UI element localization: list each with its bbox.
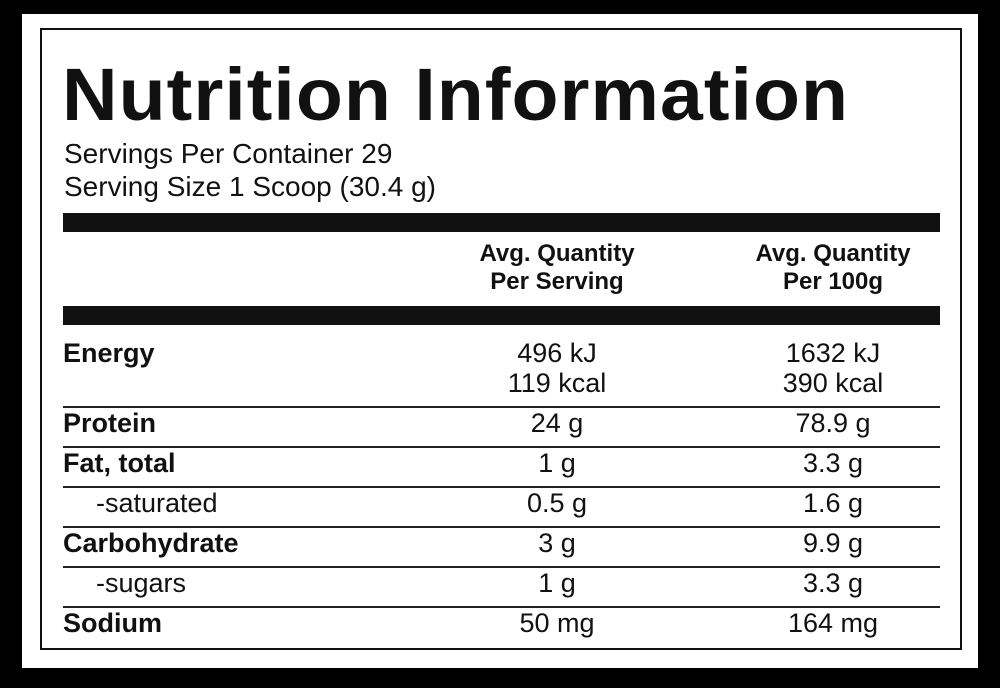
column-header: Per Serving — [490, 268, 624, 295]
value: 24 g — [530, 408, 584, 438]
row-rule — [63, 526, 940, 528]
value: 3.3 g — [802, 448, 864, 478]
value: 1 g — [538, 448, 576, 478]
row-rule — [63, 606, 940, 608]
value: 1 g — [538, 568, 576, 598]
value: 496 kJ — [517, 338, 597, 368]
serving-size: Serving Size 1 Scoop (30.4 g) — [64, 171, 436, 202]
row-label: Carbohydrate — [63, 528, 239, 558]
row-rule — [63, 446, 940, 448]
servings-per-container: Servings Per Container 29 — [64, 138, 393, 169]
row-label: Protein — [63, 408, 157, 438]
row-rule — [63, 566, 940, 568]
value: 390 kcal — [782, 368, 884, 398]
column-header: Avg. Quantity — [755, 240, 911, 267]
row-label: Energy — [63, 338, 155, 368]
row-label: -saturated — [96, 488, 218, 518]
value: 119 kcal — [507, 368, 607, 398]
divider-bar — [63, 306, 940, 325]
value: 164 mg — [787, 608, 879, 638]
row-label: Sodium — [63, 608, 162, 638]
column-header: Per 100g — [782, 268, 884, 295]
value: 78.9 g — [795, 408, 871, 438]
value: 9.9 g — [802, 528, 864, 558]
label-background — [22, 14, 978, 668]
divider-bar — [63, 213, 940, 232]
row-label: -sugars — [96, 568, 187, 598]
value: 50 mg — [519, 608, 595, 638]
row-rule — [63, 406, 940, 408]
value: 1.6 g — [802, 488, 864, 518]
value: 1632 kJ — [785, 338, 881, 368]
row-rule — [63, 486, 940, 488]
value: 0.5 g — [526, 488, 588, 518]
row-label: Fat, total — [63, 448, 176, 478]
value: 3 g — [538, 528, 576, 558]
value: 3.3 g — [802, 568, 864, 598]
column-header: Avg. Quantity — [479, 240, 635, 267]
title: Nutrition Information — [62, 53, 850, 136]
label-frame — [40, 28, 962, 650]
